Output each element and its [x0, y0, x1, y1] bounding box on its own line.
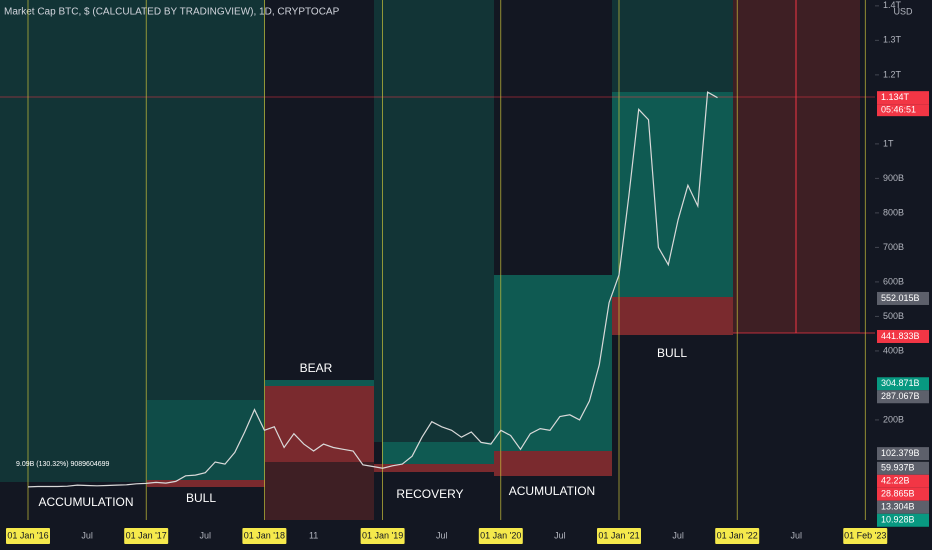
price-label-box — [877, 291, 929, 305]
x-tick-highlight — [124, 528, 169, 544]
x-tick-highlight — [360, 528, 405, 544]
countdown: 05:46:51 — [881, 105, 916, 115]
x-tick-label: 11 — [309, 530, 318, 540]
price-label: 59.937B — [881, 463, 915, 473]
annotation: BEAR — [300, 361, 333, 375]
x-tick-label: Jul — [81, 530, 93, 540]
annotation: 9.09B (130.32%) 9089604699 — [16, 461, 110, 468]
price-label-box — [877, 447, 929, 461]
y-tick-label: 800B — [883, 207, 904, 217]
price-label-box — [877, 390, 929, 404]
zone — [374, 464, 494, 472]
x-tick-highlight — [6, 528, 50, 544]
price-label: 102.379B — [881, 448, 920, 458]
annotation: ACUMULATION — [509, 484, 595, 498]
x-tick-label: Jul — [436, 530, 448, 540]
x-tick-highlight — [843, 528, 888, 544]
x-tick-label: 01 Jan '18 — [244, 530, 285, 540]
chart-title: Market Cap BTC, $ (CALCULATED BY TRADING… — [4, 7, 340, 18]
currency: USD — [893, 6, 913, 16]
y-tick-label: 600B — [883, 276, 904, 286]
zone — [265, 462, 374, 520]
x-tick-highlight — [478, 528, 523, 544]
countdown-box — [877, 104, 929, 117]
price-label: 10.928B — [881, 515, 915, 525]
x-tick-highlight — [715, 528, 760, 544]
annotation: BULL — [186, 491, 216, 505]
x-tick-label: 01 Jan '16 — [7, 530, 48, 540]
x-tick-label: 01 Jan '21 — [598, 530, 639, 540]
y-tick-label: 1.4T — [883, 0, 902, 10]
zone — [494, 451, 612, 476]
x-tick-highlight — [242, 528, 287, 544]
price-label-box — [877, 461, 929, 475]
price-label: 28.865B — [881, 489, 915, 499]
y-tick-label: 200B — [883, 414, 904, 424]
annotation: ACCUMULATION — [38, 495, 133, 509]
price-label-box — [877, 91, 929, 105]
annotation: BULL — [657, 346, 687, 360]
price-label-box — [877, 329, 929, 343]
zone — [494, 275, 612, 451]
zone — [612, 92, 733, 297]
zone — [382, 442, 494, 464]
x-tick-highlight — [597, 528, 641, 544]
price-label: 287.067B — [881, 391, 920, 401]
zone — [147, 400, 265, 480]
zone — [612, 297, 733, 335]
zone — [265, 386, 374, 462]
price-label-box — [877, 500, 929, 514]
x-tick-label: 01 Jan '19 — [362, 530, 403, 540]
y-tick-label: 400B — [883, 345, 904, 355]
annotation: RECOVERY — [396, 487, 463, 501]
price-label-box — [877, 377, 929, 391]
price-label-box — [877, 474, 929, 488]
y-tick-label: 700B — [883, 242, 904, 252]
x-tick-label: Jul — [200, 530, 212, 540]
y-tick-label: 900B — [883, 173, 904, 183]
price-line — [27, 91, 718, 488]
x-tick-label: Jul — [554, 530, 566, 540]
price-label: 42.22B — [881, 476, 910, 486]
y-tick-label: 1.2T — [883, 69, 902, 79]
zone — [147, 480, 265, 487]
price-label-box — [877, 487, 929, 501]
zone — [265, 380, 374, 386]
x-tick-label: 01 Jan '22 — [717, 530, 758, 540]
y-tick-label: 1T — [883, 138, 894, 148]
y-tick-label: 500B — [883, 311, 904, 321]
y-tick-label: 1.3T — [883, 35, 902, 45]
price-label: 304.871B — [881, 378, 920, 388]
price-label-box — [877, 513, 929, 527]
price-label: 552.015B — [881, 293, 920, 303]
x-tick-label: Jul — [791, 530, 803, 540]
x-tick-label: 01 Jan '20 — [480, 530, 521, 540]
x-tick-label: 01 Jan '17 — [126, 530, 167, 540]
zone — [612, 0, 733, 92]
zone — [147, 0, 265, 400]
x-tick-label: 01 Feb '23 — [844, 530, 886, 540]
price-label: 441.833B — [881, 331, 920, 341]
price-label: 13.304B — [881, 502, 915, 512]
x-tick-label: Jul — [672, 530, 684, 540]
zone — [0, 0, 147, 482]
zone — [374, 0, 494, 442]
price-label: 1.134T — [881, 92, 910, 102]
